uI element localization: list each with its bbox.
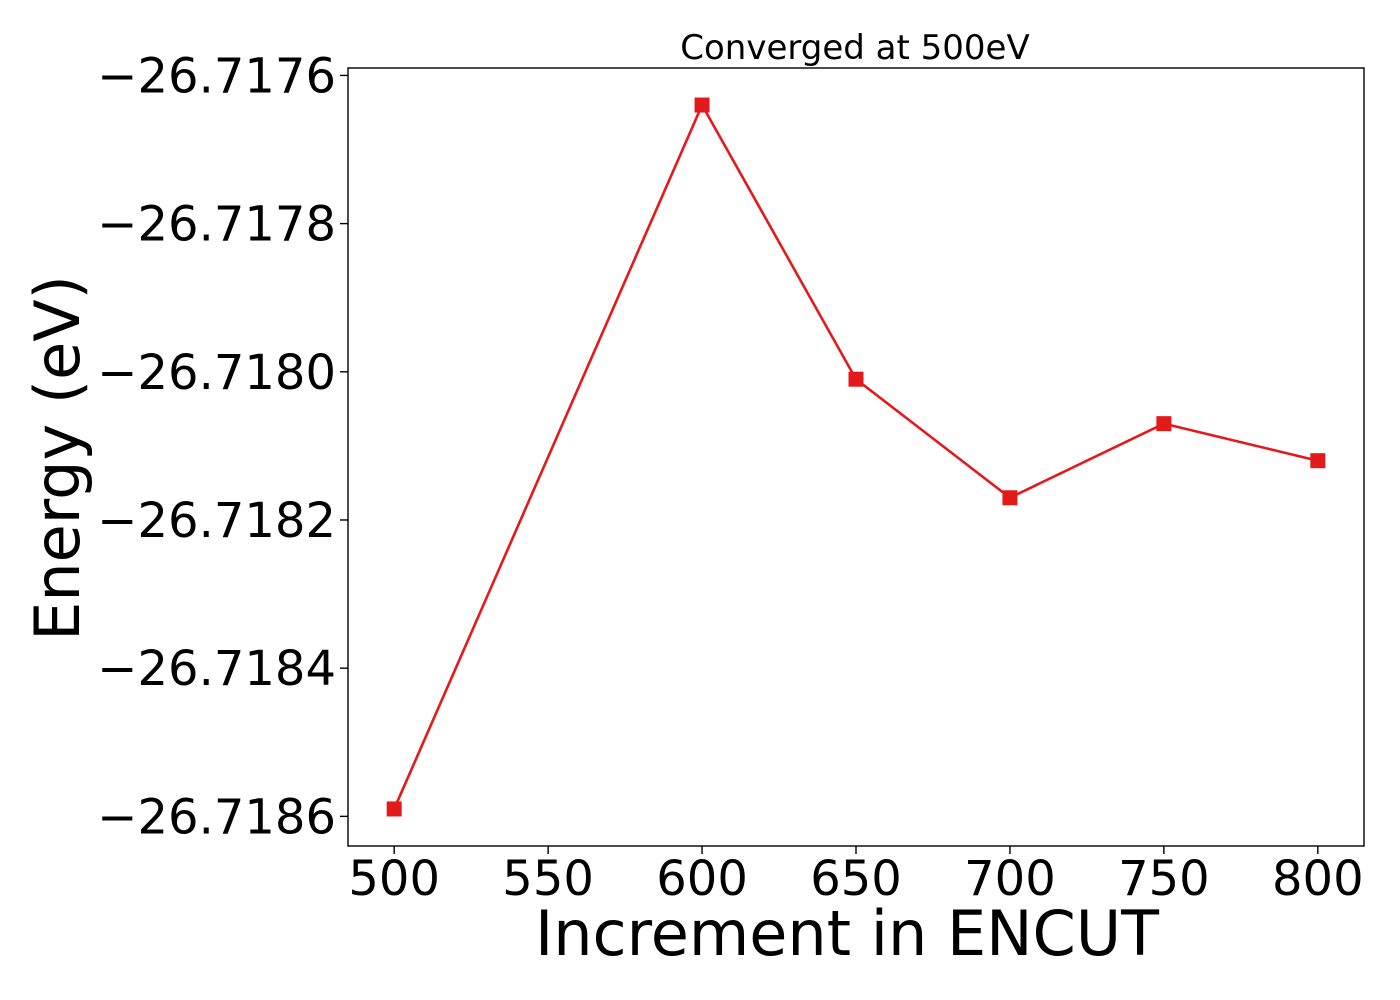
y-axis-title: Energy (eV) [21,275,94,641]
x-tick-label: 700 [964,851,1056,907]
plot-area [386,97,1326,817]
x-axis-title: Increment in ENCUT [535,897,1160,970]
data-point-marker [1156,416,1172,432]
y-tick-label: −26.7182 [97,493,336,549]
chart-title: Converged at 500eV [680,28,1029,68]
y-tick-label: −26.7184 [97,641,336,697]
x-tick-label: 600 [656,851,748,907]
y-tick-label: −26.7180 [97,345,336,401]
y-tick-label: −26.7186 [97,789,336,845]
y-tick-label: −26.7178 [97,197,336,253]
data-point-marker [386,801,402,817]
x-tick-label: 650 [810,851,902,907]
x-axis: 500 550 600 650 700 750 800 [348,846,1364,907]
x-tick-label: 800 [1272,851,1364,907]
y-axis: −26.7186 −26.7184 −26.7182 −26.7180 −26.7178… [97,48,348,845]
x-tick-label: 750 [1118,851,1210,907]
y-tick-label: −26.7176 [97,48,336,104]
x-tick-label: 550 [502,851,594,907]
plot-frame [347,67,1365,847]
data-point-marker [1002,490,1018,506]
data-point-marker [848,371,864,387]
data-point-marker [1310,453,1326,469]
data-point-marker [694,97,710,113]
x-tick-label: 500 [348,851,440,907]
series-line [392,103,1319,810]
